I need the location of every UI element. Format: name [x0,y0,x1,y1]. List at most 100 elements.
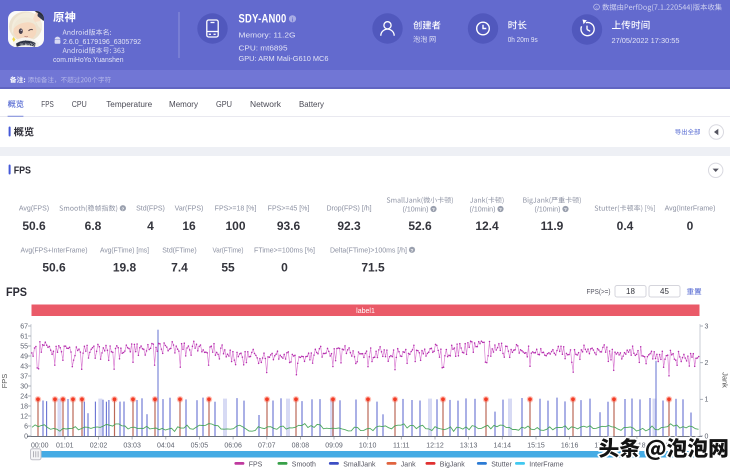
svg-text:FPS: FPS [249,462,263,469]
svg-text:(/10min): (/10min) [403,207,429,214]
svg-text:com.miHoYo.Yuanshen: com.miHoYo.Yuanshen [53,57,124,64]
svg-text:i: i [292,17,294,23]
svg-text:3: 3 [705,323,709,330]
svg-text:01:01: 01:01 [56,442,74,449]
svg-text:100: 100 [225,219,245,233]
svg-text:Avg(FTime) [ms]: Avg(FTime) [ms] [100,247,149,254]
svg-text:7.4: 7.4 [171,261,188,275]
svg-text:55: 55 [20,343,28,350]
svg-text:27/05/2022 17:30:55: 27/05/2022 17:30:55 [612,36,680,45]
svg-text:08:08: 08:08 [292,442,310,449]
svg-text:50.6: 50.6 [22,219,46,233]
svg-text:?: ? [499,207,502,213]
svg-text:Network: Network [250,99,282,109]
svg-text:Jank: Jank [401,462,416,469]
svg-text:16:16: 16:16 [561,442,579,449]
svg-text:Avg(InterFrame): Avg(InterFrame) [665,206,716,213]
svg-text:InterFrame: InterFrame [529,462,563,469]
svg-text:0: 0 [281,261,288,275]
svg-text:GPU: GPU [216,99,232,109]
svg-text:label1: label1 [356,308,375,315]
svg-text:c: c [595,5,598,10]
svg-text:13:13: 13:13 [460,442,478,449]
svg-text:37: 37 [20,373,28,380]
svg-text:49: 49 [20,353,28,360]
svg-text:Delta(FTime)>100ms [/h]: Delta(FTime)>100ms [/h] [330,247,407,254]
svg-text:6: 6 [24,423,28,430]
svg-text:2: 2 [705,360,709,367]
svg-text:30: 30 [20,383,28,390]
svg-text:10:10: 10:10 [359,442,377,449]
svg-text:Var(FPS): Var(FPS) [175,206,204,213]
svg-text:6.8: 6.8 [85,219,102,233]
svg-text:SmallJank: SmallJank [343,462,376,469]
svg-text:Std(FPS): Std(FPS) [136,206,165,213]
svg-text:Smooth: Smooth [292,462,316,469]
svg-text:61: 61 [20,333,28,340]
svg-text:Avg(FPS+InterFrame): Avg(FPS+InterFrame) [21,247,88,254]
svg-text:4: 4 [147,219,154,233]
svg-text:50.6: 50.6 [42,261,66,275]
svg-text:Drop(FPS) [/h]: Drop(FPS) [/h] [326,206,371,213]
svg-text:11:11: 11:11 [393,442,410,449]
svg-text:Var(FTime): Var(FTime) [213,247,244,254]
svg-text:Std(FTime): Std(FTime) [162,247,197,254]
svg-text:04:04: 04:04 [157,442,175,449]
svg-text:Memory: Memory [169,99,199,109]
svg-text:(/10min): (/10min) [470,207,496,214]
svg-text:52.6: 52.6 [408,219,432,233]
svg-text:05:05: 05:05 [191,442,209,449]
svg-text:12:12: 12:12 [426,442,444,449]
svg-text:55: 55 [221,261,235,275]
svg-text:02:02: 02:02 [90,442,108,449]
svg-text:71.5: 71.5 [361,261,385,275]
svg-text:FPS: FPS [0,374,9,389]
svg-text:FPS>=45 [%]: FPS>=45 [%] [268,206,310,213]
svg-text:43: 43 [20,363,28,370]
svg-text:Battery: Battery [299,99,325,109]
svg-text:45: 45 [660,287,669,296]
svg-text:03:03: 03:03 [123,442,141,449]
svg-text:Memory: 11.2G: Memory: 11.2G [239,30,296,39]
svg-text:15:15: 15:15 [527,442,545,449]
svg-text:Temperature: Temperature [106,99,152,109]
svg-text:2.6.0_6179196_6305792: 2.6.0_6179196_6305792 [63,39,141,46]
svg-text:14:14: 14:14 [494,442,512,449]
svg-text:12: 12 [20,413,28,420]
svg-text:GPU: ARM Mali-G610 MC6: GPU: ARM Mali-G610 MC6 [239,54,329,63]
svg-text:?: ? [432,207,435,213]
svg-text:SDY-AN00: SDY-AN00 [239,14,287,26]
svg-text:0: 0 [705,433,709,440]
svg-text:00:00: 00:00 [31,442,49,449]
svg-text:BigJank: BigJank [440,462,465,469]
svg-text:?: ? [121,206,124,212]
svg-text:CPU: mt6895: CPU: mt6895 [239,43,288,52]
svg-text:Avg(FPS): Avg(FPS) [19,206,49,213]
svg-text:92.3: 92.3 [337,219,361,233]
svg-text:1: 1 [705,397,709,404]
svg-text:0: 0 [687,219,694,233]
svg-text:FPS: FPS [41,99,54,109]
svg-text:?: ? [411,248,414,254]
svg-text:19.8: 19.8 [113,261,137,275]
svg-text:07:07: 07:07 [258,442,276,449]
svg-text:Stutter: Stutter [491,462,512,469]
svg-text:0h 20m 9s: 0h 20m 9s [508,37,538,44]
svg-text:FTime>=100ms [%]: FTime>=100ms [%] [254,247,315,254]
svg-text:24: 24 [20,393,28,400]
svg-text:FPS: FPS [6,287,27,299]
svg-text:Jank: Jank [721,372,730,388]
svg-text:16: 16 [182,219,196,233]
svg-text:93.6: 93.6 [277,219,301,233]
svg-text:FPS(>=): FPS(>=) [587,287,611,296]
svg-text:11.9: 11.9 [541,219,564,233]
svg-text:0: 0 [24,433,28,440]
svg-text:0.4: 0.4 [617,219,634,233]
svg-text:18: 18 [20,403,28,410]
svg-text:(/10min): (/10min) [535,207,561,214]
svg-text:09:09: 09:09 [325,442,343,449]
svg-text:FPS>=18 [%]: FPS>=18 [%] [215,206,257,213]
svg-text:18: 18 [626,287,635,296]
svg-text:FPS: FPS [14,166,32,177]
svg-text:CPU: CPU [72,99,87,109]
